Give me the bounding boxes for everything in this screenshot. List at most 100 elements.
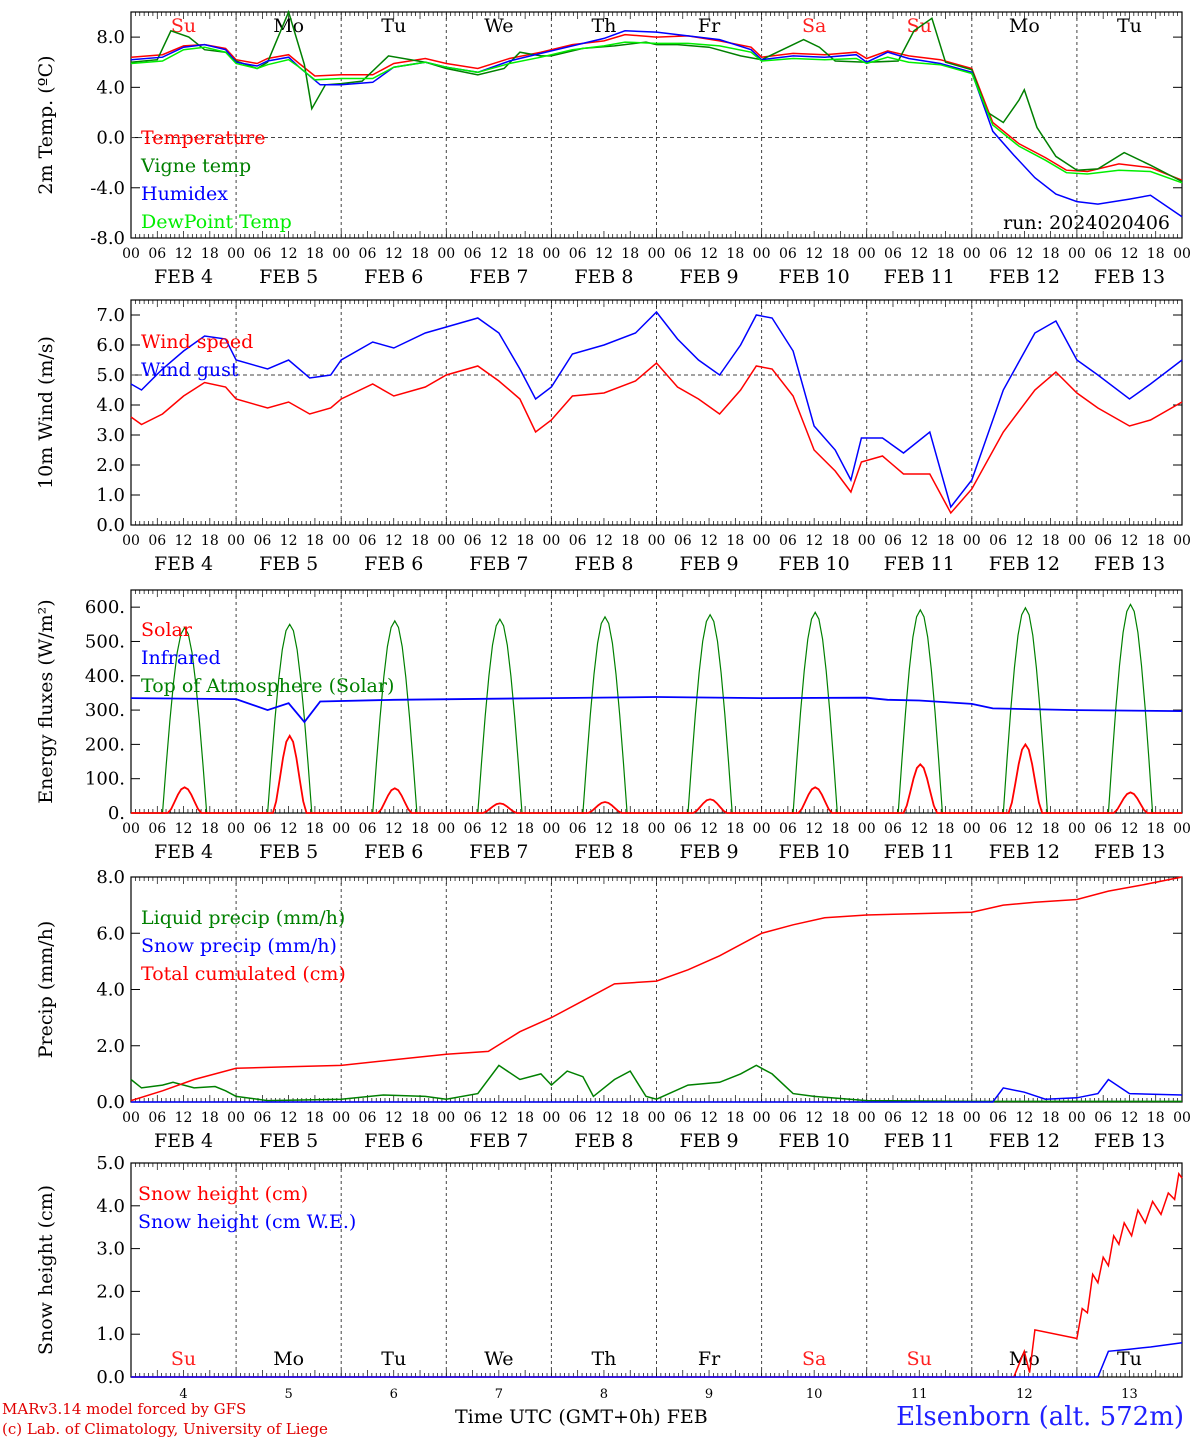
date-label: FEB 5 <box>259 841 318 863</box>
legend-entry: Solar <box>141 619 193 641</box>
series-line-green <box>130 1064 1182 1103</box>
hour-tick-label: 06 <box>569 1110 587 1126</box>
day-name-label: We <box>484 15 513 37</box>
hour-tick-label: 12 <box>385 533 403 549</box>
y-tick-label: 4.0 <box>96 77 125 98</box>
hour-tick-label: 18 <box>306 246 324 262</box>
date-label: FEB 13 <box>1094 553 1165 575</box>
hour-tick-label: 12 <box>805 533 823 549</box>
hour-tick-label: 18 <box>516 1110 534 1126</box>
hour-tick-label: 00 <box>1173 246 1191 262</box>
hour-tick-label: 18 <box>621 246 639 262</box>
hour-tick-label: 06 <box>148 533 166 549</box>
y-tick-label: -4.0 <box>90 178 125 199</box>
hour-tick-label: 06 <box>464 821 482 837</box>
hour-tick-label: 00 <box>332 533 350 549</box>
run-label: run: 2024020406 <box>1003 212 1170 234</box>
hour-tick-label: 18 <box>621 1110 639 1126</box>
hour-tick-label: 18 <box>726 1110 744 1126</box>
hour-tick-label: 18 <box>832 1110 850 1126</box>
y-tick-label: 0.0 <box>96 128 125 149</box>
day-name-label: Sa <box>802 1348 826 1370</box>
hour-tick-label: 12 <box>280 246 298 262</box>
hour-tick-label: 18 <box>1042 246 1060 262</box>
hour-tick-label: 12 <box>175 1110 193 1126</box>
hour-tick-label: 12 <box>385 1110 403 1126</box>
hour-tick-label: 18 <box>1042 821 1060 837</box>
hour-tick-label: 00 <box>227 821 245 837</box>
hour-tick-label: 06 <box>779 246 797 262</box>
legend-entry: Snow height (cm W.E.) <box>138 1211 356 1233</box>
date-label: FEB 8 <box>574 266 633 288</box>
hour-tick-label: 06 <box>1094 246 1112 262</box>
hour-tick-label: 12 <box>910 533 928 549</box>
date-label: FEB 12 <box>989 1130 1060 1152</box>
hour-tick-label: 00 <box>648 533 666 549</box>
hour-tick-label: 12 <box>175 246 193 262</box>
hour-tick-label: 12 <box>280 821 298 837</box>
hour-tick-label: 06 <box>1094 1110 1112 1126</box>
hour-tick-label: 00 <box>227 1110 245 1126</box>
hour-tick-label: 06 <box>779 533 797 549</box>
date-label: FEB 11 <box>884 1130 955 1152</box>
y-tick-label: 3.0 <box>96 425 125 446</box>
hour-tick-label: 00 <box>858 821 876 837</box>
y-axis-label: Energy fluxes (W/m²) <box>35 599 57 803</box>
hour-tick-label: 06 <box>1094 533 1112 549</box>
hour-tick-label: 12 <box>700 821 718 837</box>
y-tick-label: 300. <box>85 700 125 721</box>
day-name-label: Fr <box>698 1348 721 1370</box>
y-tick-label: 200. <box>85 734 125 755</box>
day-name-label: Mo <box>273 1348 304 1370</box>
hour-tick-label: 06 <box>148 821 166 837</box>
hour-tick-label: 12 <box>1015 246 1033 262</box>
hour-tick-label: 00 <box>963 246 981 262</box>
day-name-label: Fr <box>698 15 721 37</box>
hour-tick-label: 06 <box>989 246 1007 262</box>
date-label: FEB 4 <box>154 841 213 863</box>
hour-tick-label: 12 <box>280 1110 298 1126</box>
hour-tick-label: 00 <box>648 246 666 262</box>
date-label: FEB 12 <box>989 841 1060 863</box>
day-name-label: Mo <box>1009 15 1040 37</box>
y-tick-label: 0.0 <box>96 1367 125 1388</box>
day-number-label: 11 <box>911 1387 928 1402</box>
date-label: FEB 5 <box>259 553 318 575</box>
hour-tick-label: 00 <box>648 1110 666 1126</box>
hour-tick-label: 00 <box>1173 1110 1191 1126</box>
hour-tick-label: 18 <box>411 821 429 837</box>
date-label: FEB 5 <box>259 1130 318 1152</box>
hour-tick-label: 00 <box>753 1110 771 1126</box>
hour-tick-label: 12 <box>910 246 928 262</box>
hour-tick-label: 00 <box>542 533 560 549</box>
hour-tick-label: 06 <box>464 533 482 549</box>
hour-tick-label: 18 <box>411 1110 429 1126</box>
hour-tick-label: 06 <box>569 533 587 549</box>
hour-tick-label: 18 <box>937 533 955 549</box>
hour-tick-label: 12 <box>805 246 823 262</box>
hour-tick-label: 00 <box>753 821 771 837</box>
hour-tick-label: 06 <box>674 246 692 262</box>
hour-tick-label: 00 <box>332 821 350 837</box>
date-label: FEB 8 <box>574 841 633 863</box>
hour-tick-label: 12 <box>595 821 613 837</box>
hour-tick-label: 18 <box>201 1110 219 1126</box>
hour-tick-label: 00 <box>122 533 140 549</box>
series-line-blue <box>130 30 1183 218</box>
legend-entry: Liquid precip (mm/h) <box>141 907 345 929</box>
hour-tick-label: 06 <box>674 533 692 549</box>
y-axis-label: 2m Temp. (ºC) <box>35 55 57 194</box>
hour-tick-label: 06 <box>359 821 377 837</box>
y-tick-label: 5.0 <box>96 1153 125 1174</box>
hour-tick-label: 06 <box>884 1110 902 1126</box>
legend-entry: Total cumulated (cm) <box>141 963 346 985</box>
x-axis-label: Time UTC (GMT+0h) FEB <box>455 1406 708 1428</box>
series-line-solar <box>131 733 1182 814</box>
legend-entry: Wind speed <box>141 331 253 353</box>
hour-tick-label: 00 <box>437 533 455 549</box>
hour-tick-label: 00 <box>227 533 245 549</box>
y-tick-label: 2.0 <box>96 1281 125 1302</box>
date-label: FEB 9 <box>679 266 738 288</box>
hour-tick-label: 12 <box>805 1110 823 1126</box>
